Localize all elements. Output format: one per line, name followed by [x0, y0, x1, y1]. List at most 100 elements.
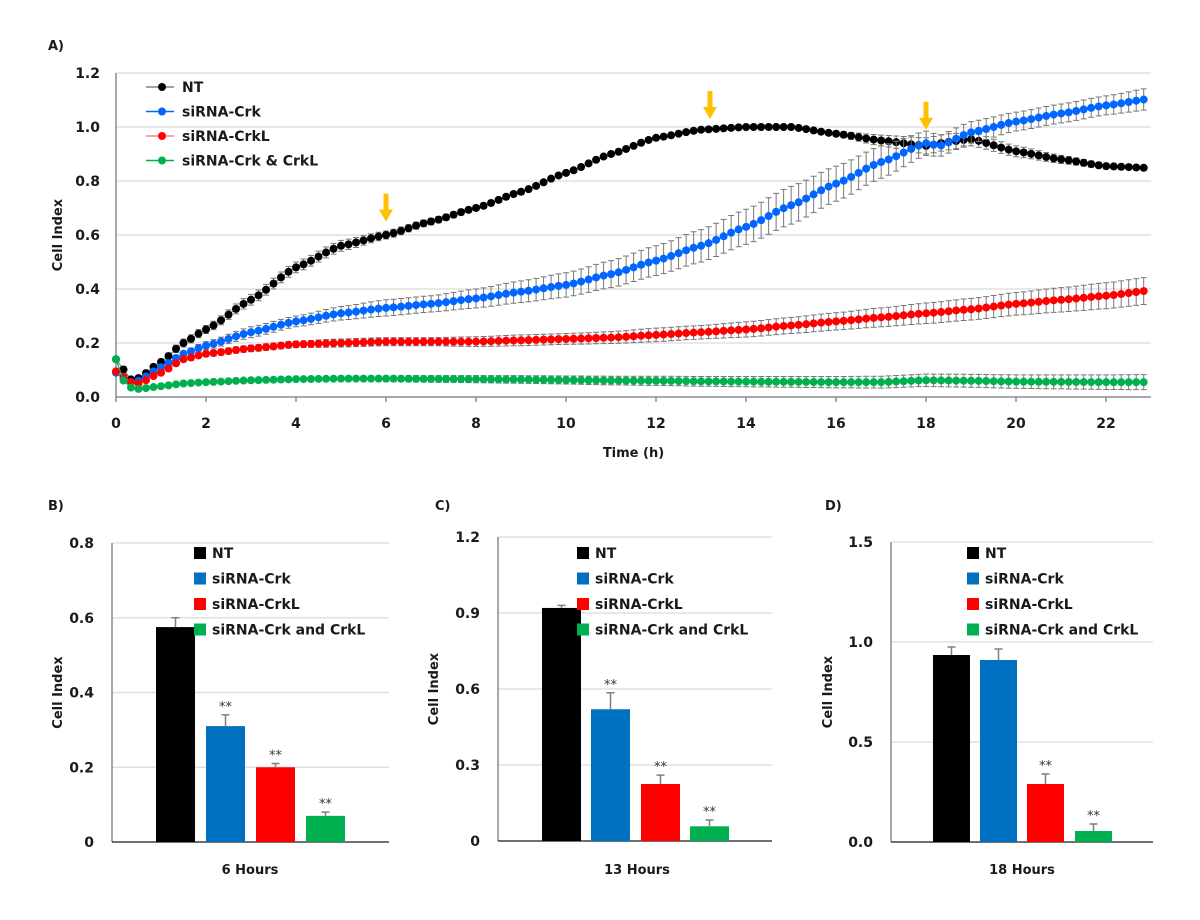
data-point [284, 318, 293, 327]
data-point [884, 312, 893, 321]
data-point [779, 204, 788, 213]
data-point [697, 377, 706, 386]
data-point [374, 337, 383, 346]
data-point [442, 298, 451, 307]
significance-marker: ** [319, 797, 333, 812]
data-point [719, 377, 728, 386]
legend-b: NT siRNA-Crk siRNA-CrkL siRNA-Crk and CrkL [194, 546, 365, 639]
data-point [337, 241, 346, 250]
data-point [824, 128, 833, 137]
data-point [622, 332, 631, 341]
data-point [794, 320, 803, 329]
data-point [1004, 300, 1013, 309]
data-point [149, 383, 158, 392]
data-point [794, 377, 803, 386]
data-point [1042, 297, 1051, 306]
data-point [899, 311, 908, 320]
data-point [1004, 377, 1013, 386]
data-point [989, 302, 998, 311]
data-point [757, 216, 766, 225]
data-point [419, 374, 428, 383]
bar [641, 784, 680, 841]
data-point [479, 201, 488, 210]
legend-swatch [967, 572, 979, 585]
data-point [382, 230, 391, 239]
data-point [367, 338, 376, 347]
data-point [974, 126, 983, 135]
data-point [472, 375, 481, 384]
y-tick-label: 0.6 [75, 228, 100, 244]
legend-d: NT siRNA-Crk siRNA-CrkL siRNA-Crk and CrkL [967, 546, 1138, 639]
data-point [194, 329, 203, 338]
error-bar [656, 774, 665, 784]
data-point [1124, 163, 1133, 172]
legend-label: siRNA-Crk [595, 572, 674, 588]
y-tick-label: 0.8 [75, 174, 100, 190]
data-point [989, 377, 998, 386]
data-point [1087, 378, 1096, 387]
legend-label: siRNA-Crk and CrkL [985, 623, 1138, 639]
data-point [569, 334, 578, 343]
data-point [637, 138, 646, 147]
panel-label-d: D) [825, 499, 842, 514]
bar [256, 767, 295, 842]
data-point [1072, 106, 1081, 115]
x-tick-label: 18 [916, 416, 935, 432]
data-point [734, 377, 743, 386]
data-point [607, 376, 616, 385]
data-point [1027, 115, 1036, 124]
data-point [974, 376, 983, 385]
data-point [352, 338, 361, 347]
data-point [524, 286, 533, 295]
data-point [869, 160, 878, 169]
data-point [1087, 160, 1096, 169]
data-point [1012, 377, 1021, 386]
data-point [329, 244, 338, 253]
data-point [487, 198, 496, 207]
data-point [712, 327, 721, 336]
data-point [727, 123, 736, 132]
data-point [899, 148, 908, 157]
y-tick-label: 0.4 [75, 282, 100, 298]
data-point [802, 377, 811, 386]
data-point [344, 308, 353, 317]
data-point [487, 292, 496, 301]
data-point [517, 375, 526, 384]
legend-marker [158, 156, 166, 165]
data-point [232, 332, 241, 341]
data-point [629, 263, 638, 272]
data-point [809, 319, 818, 328]
error-bar [705, 819, 714, 827]
data-point [967, 376, 976, 385]
legend-c: NT siRNA-Crk siRNA-CrkL siRNA-Crk and CrkL [577, 546, 748, 639]
data-point [854, 133, 863, 142]
data-point [179, 379, 188, 388]
y-tick-label: 0.0 [848, 835, 873, 851]
data-point [772, 322, 781, 331]
legend-label: NT [595, 546, 617, 562]
data-point [494, 375, 503, 384]
data-point [794, 123, 803, 132]
error-bar [221, 714, 230, 727]
significance-marker: ** [1087, 809, 1101, 824]
x-tick-label: 20 [1006, 416, 1026, 432]
data-point [509, 288, 518, 297]
data-point [517, 336, 526, 345]
data-point [277, 375, 286, 384]
data-point [1124, 378, 1133, 387]
bar [690, 826, 729, 841]
data-point [419, 337, 428, 346]
data-point [547, 174, 556, 183]
data-point [119, 376, 128, 385]
data-point [224, 377, 233, 386]
data-point [389, 303, 398, 312]
data-point [359, 306, 368, 315]
data-point [524, 375, 533, 384]
data-point [1072, 157, 1081, 166]
series-sirna-crkl [112, 277, 1148, 388]
data-point [614, 147, 623, 156]
data-point [689, 377, 698, 386]
data-point [982, 303, 991, 312]
data-point [734, 225, 743, 234]
